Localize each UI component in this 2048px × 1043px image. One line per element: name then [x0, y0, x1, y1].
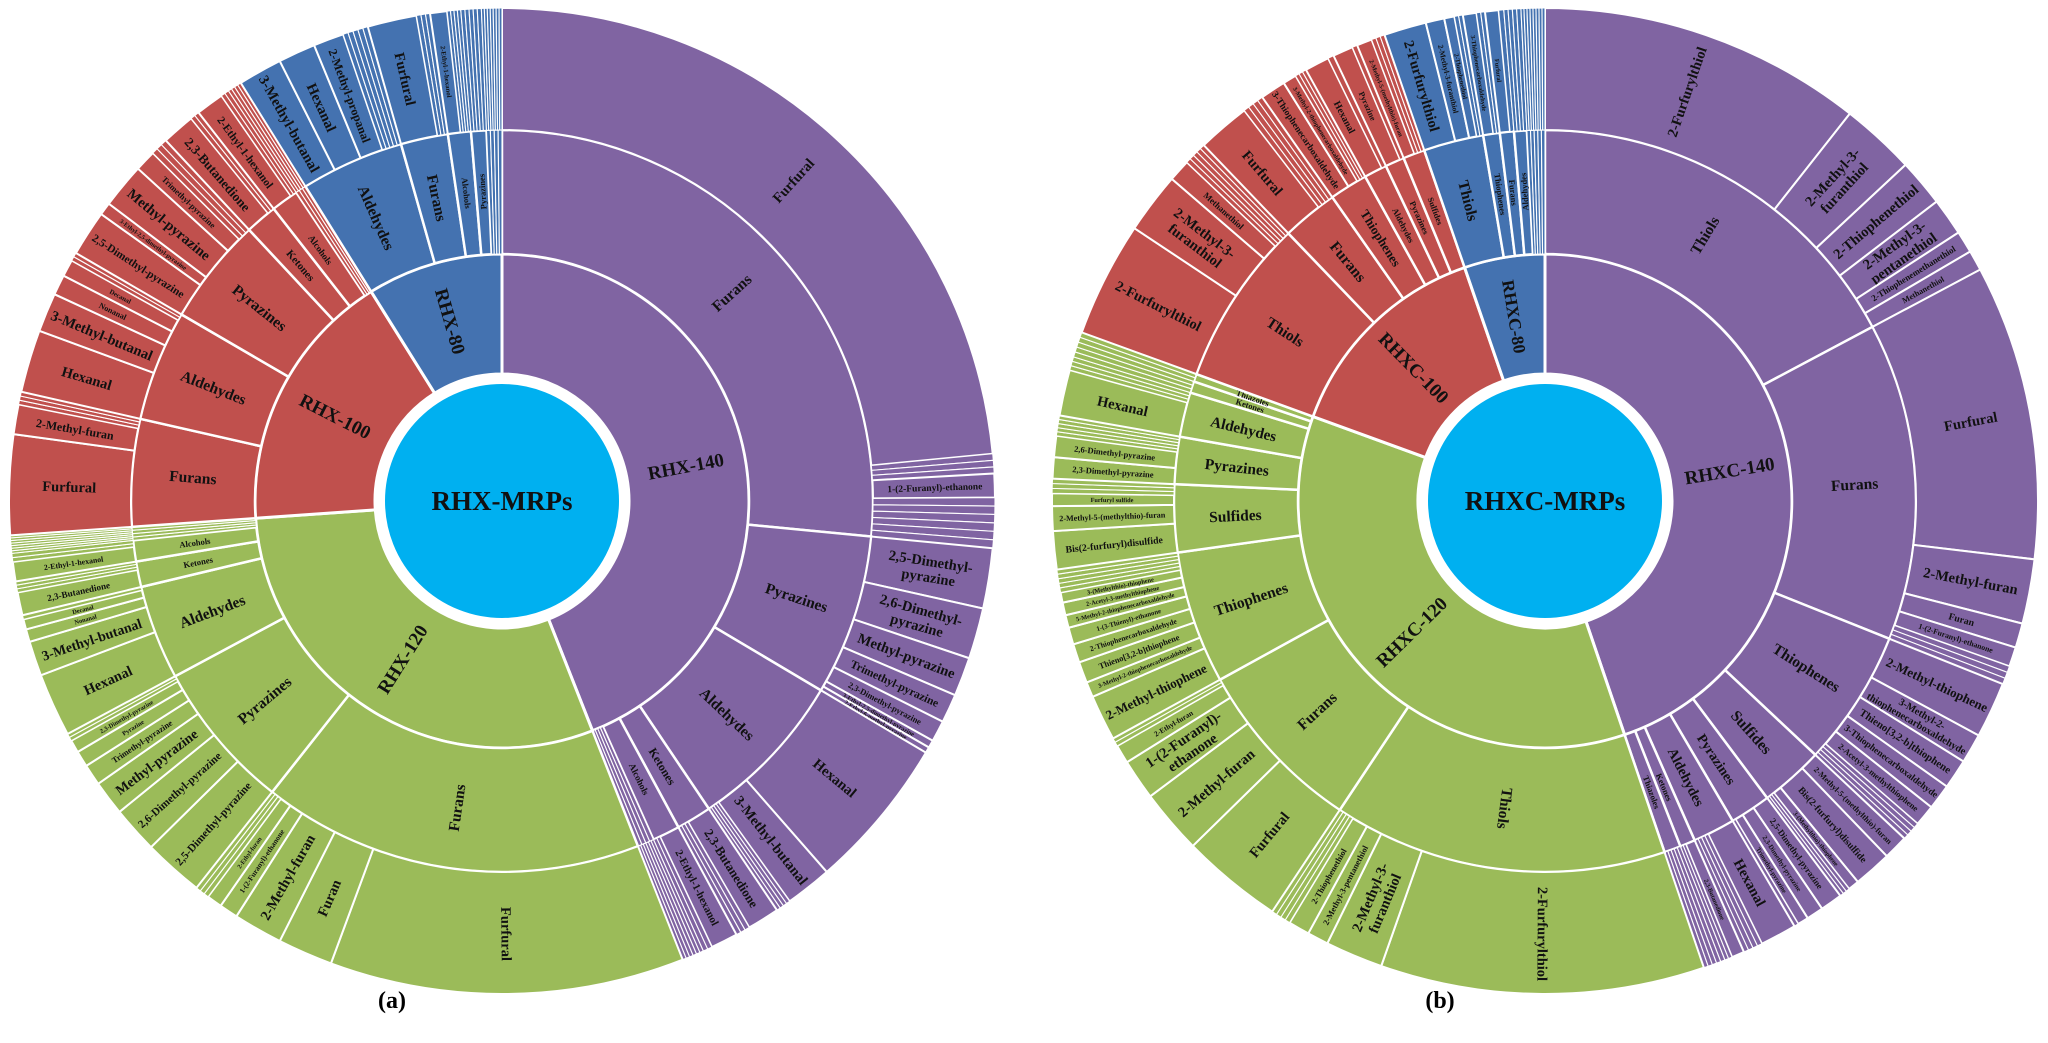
class-label: Furans	[1830, 475, 1878, 495]
compound-arc[interactable]	[501, 6, 994, 467]
center-circle-a[interactable]	[379, 378, 625, 624]
class-label: Furans	[169, 468, 218, 489]
class-label: Sulfides	[1209, 507, 1262, 526]
class-label: Furans	[446, 783, 470, 832]
compound-label: Furfural	[497, 907, 514, 961]
class-label: Furans	[1507, 179, 1520, 207]
compound-label: 2-Furfurylthiol	[1533, 887, 1549, 981]
compound-label: Furfural	[1493, 59, 1503, 83]
compound-arc[interactable]	[498, 7, 503, 131]
compound-label: 1-(2-Furanyl)-ethanone	[887, 481, 982, 495]
class-label: Aldehydes	[1518, 172, 1531, 211]
sunburst-chart-b: 2-Furfurylthiol2-Methyl-3-furanthiol2-Th…	[1051, 6, 2039, 995]
compound-arc[interactable]	[1541, 7, 1546, 131]
compound-label: Furfural	[42, 479, 96, 497]
center-label-b: RHXC-MRPs	[1465, 486, 1625, 516]
sunburst-chart-a: Furfural1-(2-Furanyl)-ethanoneFurans2,5-…	[8, 6, 996, 995]
center-circle-b[interactable]	[1422, 378, 1668, 624]
class-label: Pyrazines	[1204, 456, 1270, 480]
caption-b: (b)	[1425, 988, 1455, 1014]
class-arc[interactable]	[1540, 129, 1546, 255]
center-label-a: RHX-MRPs	[432, 486, 573, 516]
compound-label: Furfuryl sulfide	[1091, 497, 1134, 504]
compound-label: 2-Methyl-5-(methylthio)-furan	[1059, 510, 1166, 523]
caption-a: (a)	[378, 988, 406, 1014]
class-label: Pyrazines	[476, 173, 488, 210]
class-label: Alcohols	[460, 177, 474, 210]
class-arc[interactable]	[497, 129, 503, 255]
class-label: Thiols	[1493, 787, 1515, 830]
class-label: Alcohols	[179, 536, 212, 550]
